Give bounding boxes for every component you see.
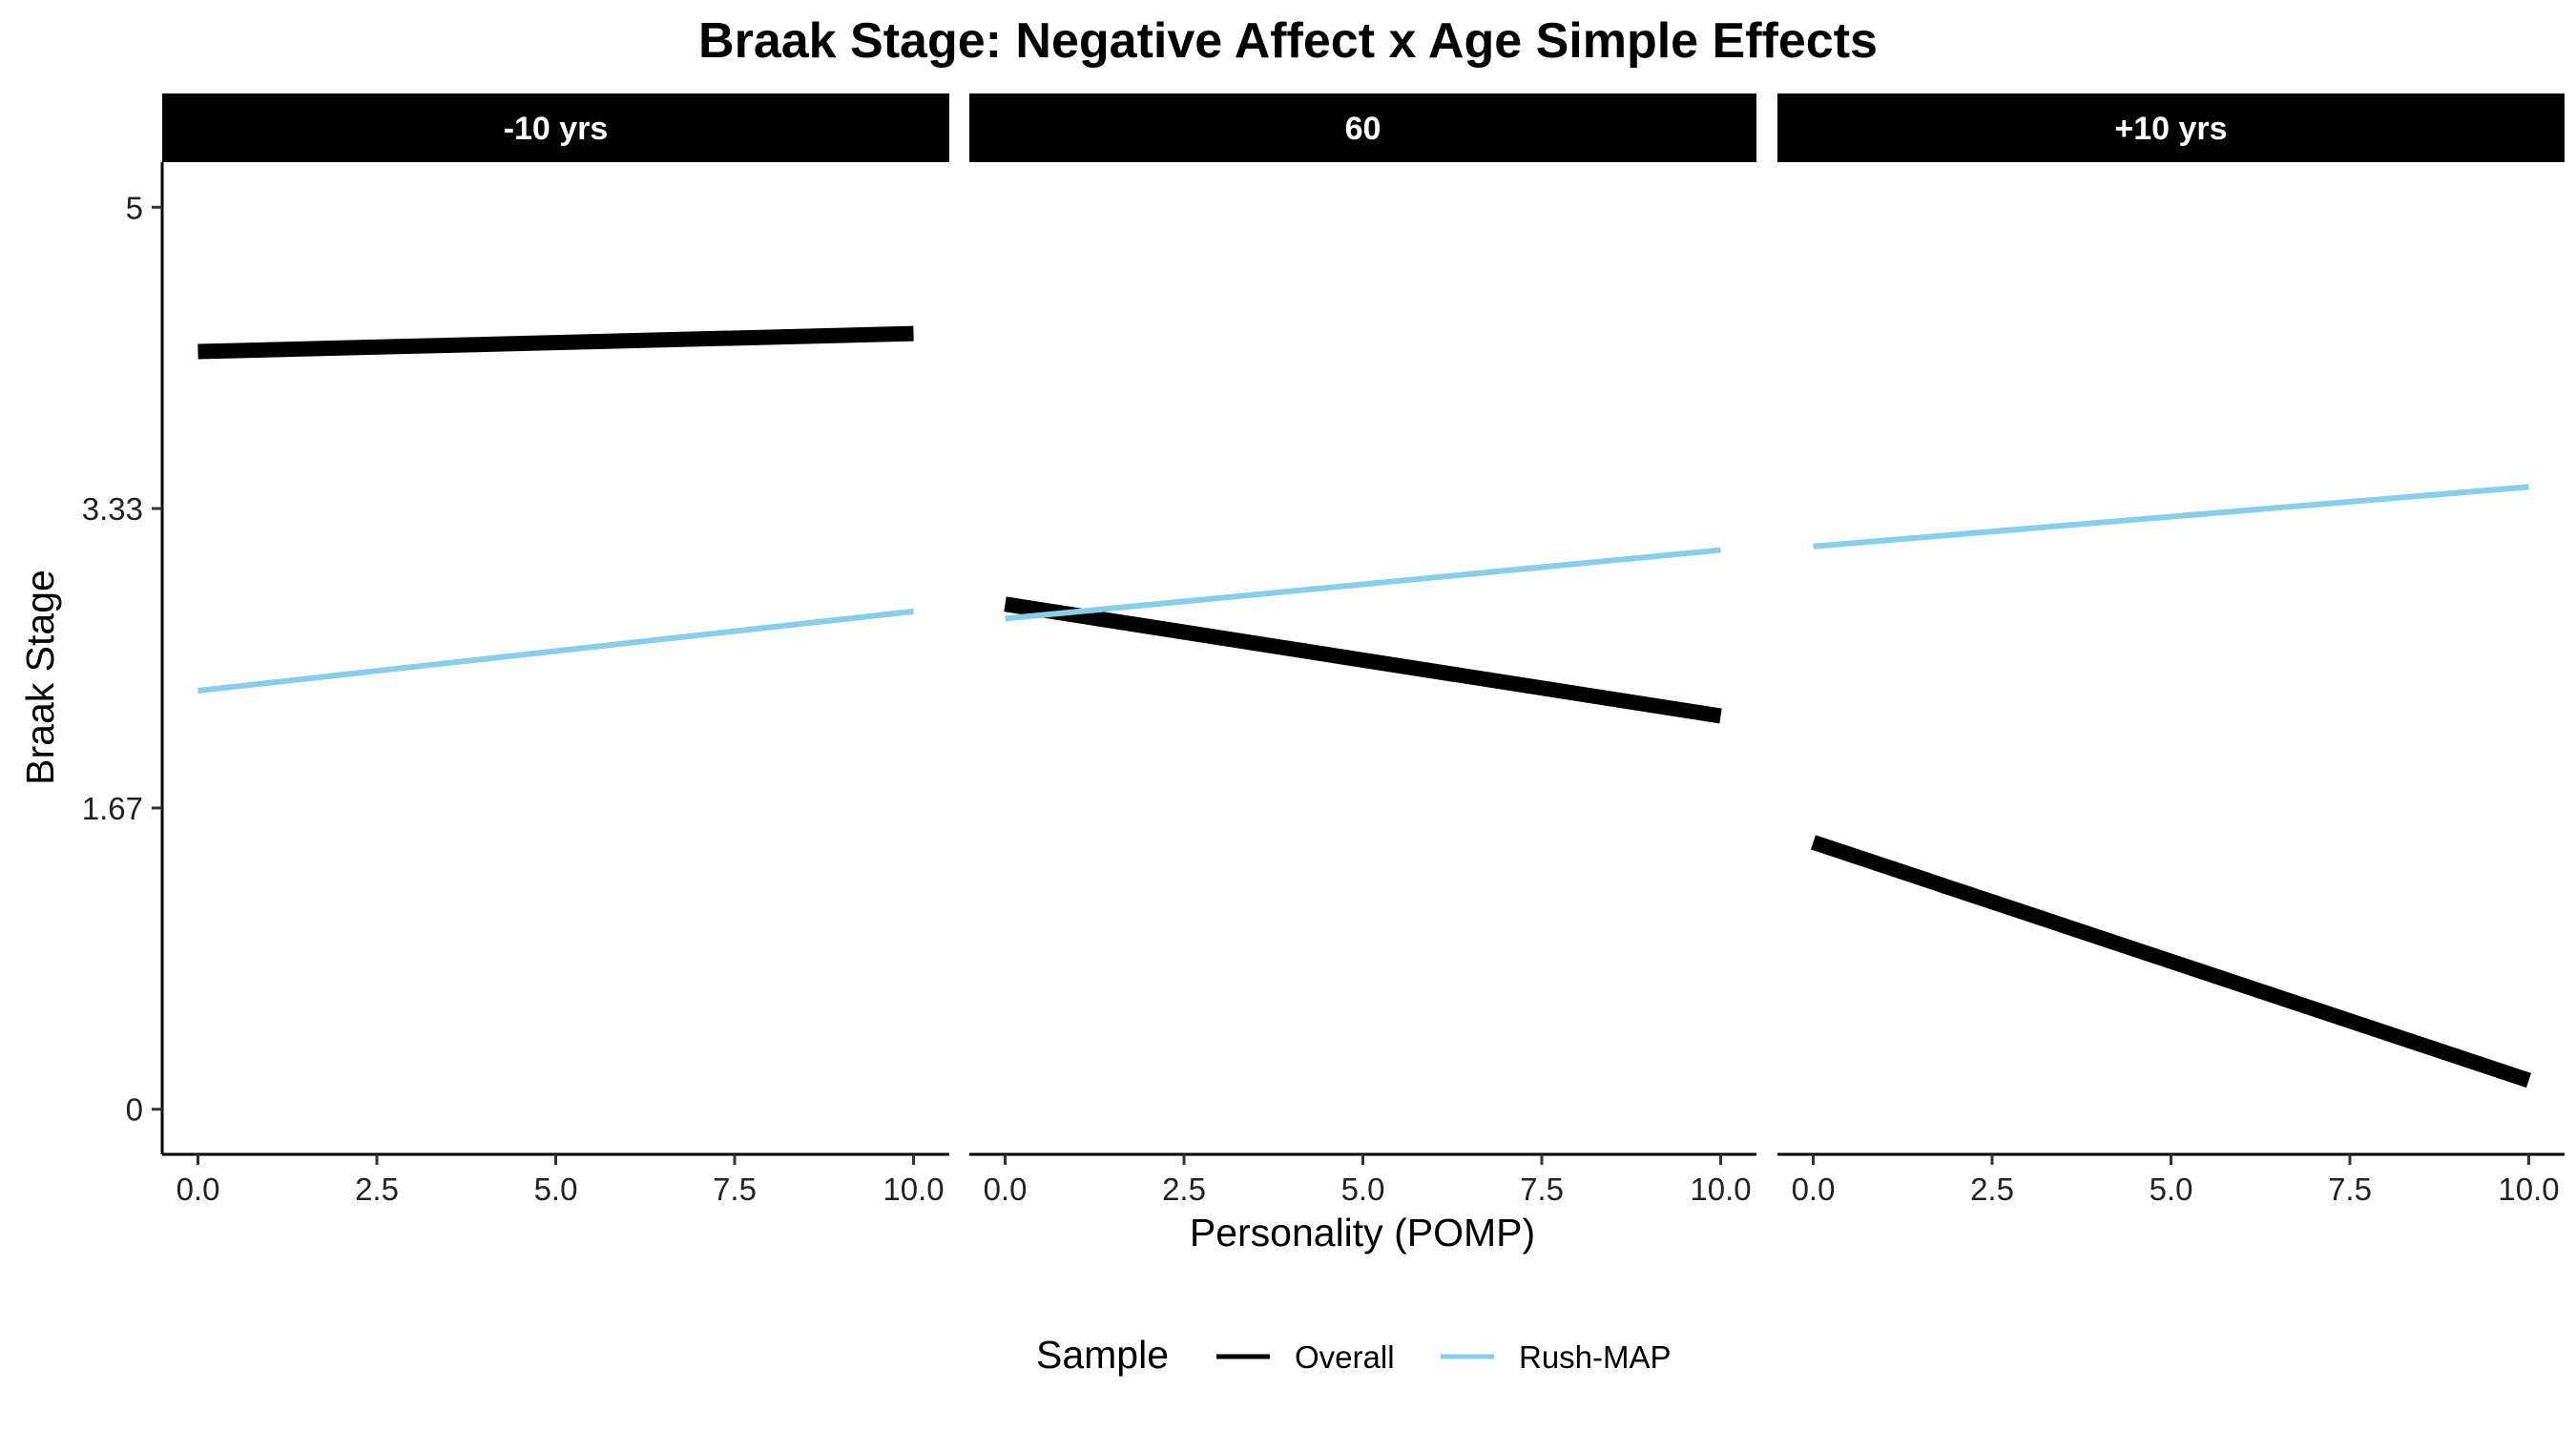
facet-panel-2: 60 0.0 2.5 5.0 7.5 10.0 [969,93,1756,1207]
x-tick-label: 5.0 [2150,1172,2193,1207]
legend-title: Sample [1036,1333,1169,1377]
x-tick-label: 0.0 [177,1172,220,1207]
x-tick-label: 7.5 [2328,1172,2372,1207]
y-tick-label: 0 [126,1092,143,1128]
x-axis-title: Personality (POMP) [1190,1211,1535,1255]
x-tick-label: 2.5 [355,1172,399,1207]
series-line-overall-panel-1 [197,325,914,360]
x-tick-label: 0.0 [1792,1172,1836,1207]
legend: Sample Overall Rush-MAP [1036,1333,1672,1377]
y-tick-label: 3.33 [82,491,143,527]
series-line-overall-panel-2 [1004,596,1722,724]
facet-strip-label-2: 60 [1345,111,1381,147]
x-tick-label: 2.5 [1970,1172,2014,1207]
legend-label-overall: Overall [1295,1339,1395,1375]
facet-strip-2 [969,93,1756,162]
x-tick-label: 7.5 [1520,1172,1564,1207]
facet-panel-3: +10 yrs 0.0 2.5 5.0 7.5 10.0 [1777,93,2565,1207]
chart-title: Braak Stage: Negative Affect x Age Simpl… [698,13,1878,69]
panels-layer: -10 yrs 0.0 2.5 5.0 7.5 10.0 0 1.67 3.33 5 60 0.0 2.… [82,93,2565,1207]
y-tick-label: 1.67 [82,791,143,826]
x-tick-label: 5.0 [1341,1172,1385,1207]
facet-strip-3 [1777,93,2565,162]
x-tick-label: 10.0 [883,1172,944,1207]
x-tick-label: 0.0 [984,1172,1028,1207]
x-tick-label: 2.5 [1162,1172,1206,1207]
y-axis-title: Braak Stage [18,570,62,785]
series-line-rush-map-panel-1 [197,608,914,695]
facet-strip-1 [162,93,949,162]
facet-panel-1: -10 yrs 0.0 2.5 5.0 7.5 10.0 0 1.67 3.33 5 [82,93,949,1207]
x-tick-label: 5.0 [534,1172,578,1207]
x-tick-label: 10.0 [2498,1172,2559,1207]
x-tick-label: 7.5 [713,1172,757,1207]
y-tick-label: 5 [126,190,143,225]
legend-label-rush-map: Rush-MAP [1519,1339,1672,1375]
x-tick-label: 10.0 [1690,1172,1751,1207]
series-line-rush-map-panel-2 [1005,547,1721,622]
facet-strip-label-1: -10 yrs [504,111,609,147]
series-line-overall-panel-3 [1810,835,2532,1089]
series-line-rush-map-panel-3 [1813,484,2529,550]
facet-strip-label-3: +10 yrs [2114,111,2227,147]
